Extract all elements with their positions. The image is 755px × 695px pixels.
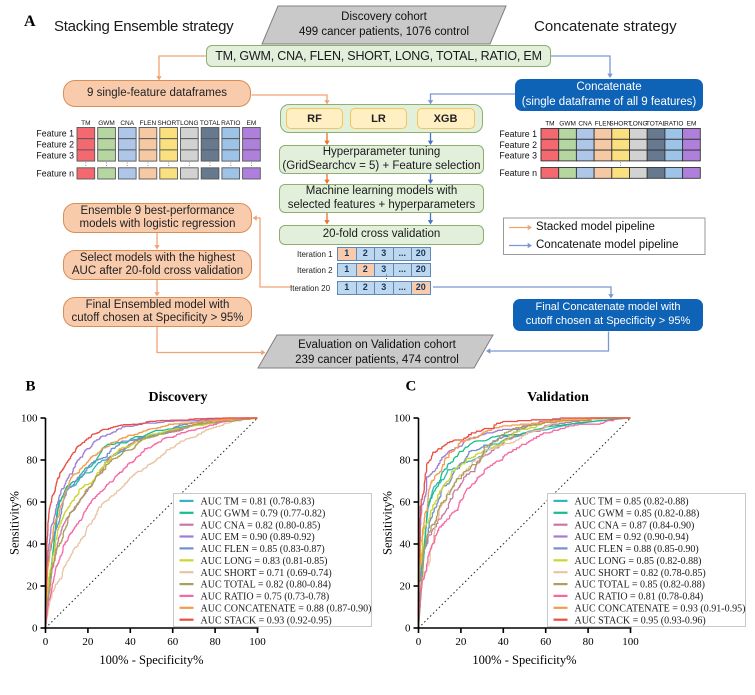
svg-text:0: 0 [405, 623, 411, 635]
svg-text:40: 40 [27, 539, 39, 551]
svg-text:0: 0 [32, 623, 38, 635]
svg-text:CNA: CNA [578, 121, 592, 128]
svg-text:AUC STACK = 0.95 (0.93-0.96): AUC STACK = 0.95 (0.93-0.96) [575, 615, 706, 626]
svg-text:AUC TOTAL = 0.82 (0.80-0.84): AUC TOTAL = 0.82 (0.80-0.84) [201, 580, 331, 591]
svg-text:60: 60 [167, 636, 179, 648]
svg-text:40: 40 [125, 636, 137, 648]
svg-text:AUC CONCATENATE = 0.93 (0.91-0: AUC CONCATENATE = 0.93 (0.91-0.95) [575, 603, 746, 614]
svg-text:AUC GWM = 0.79 (0.77-0.82): AUC GWM = 0.79 (0.77-0.82) [201, 508, 326, 519]
svg-text:100% - Specificity%: 100% - Specificity% [472, 653, 576, 667]
svg-text:Feature 2: Feature 2 [36, 140, 74, 150]
svg-text:AUC LONG = 0.85 (0.82-0.88): AUC LONG = 0.85 (0.82-0.88) [575, 556, 702, 567]
svg-text:AUC GWM = 0.85 (0.82-0.88): AUC GWM = 0.85 (0.82-0.88) [575, 508, 700, 519]
svg-text:40: 40 [400, 539, 412, 551]
svg-text:60: 60 [540, 636, 552, 648]
svg-text:C: C [406, 379, 417, 395]
svg-text:AUC FLEN = 0.88 (0.85-0.90): AUC FLEN = 0.88 (0.85-0.90) [575, 544, 699, 555]
svg-text:0: 0 [43, 636, 49, 648]
svg-text:TM: TM [545, 121, 554, 128]
svg-text:AUC RATIO = 0.75 (0.73-0.78): AUC RATIO = 0.75 (0.73-0.78) [201, 592, 330, 603]
svg-text:GWM: GWM [559, 121, 576, 128]
svg-text:AUC EM = 0.92 (0.90-0.94): AUC EM = 0.92 (0.90-0.94) [575, 532, 689, 543]
svg-text:FLEN: FLEN [595, 121, 612, 128]
svg-text:40: 40 [498, 636, 510, 648]
svg-text:100: 100 [21, 413, 38, 425]
svg-text:60: 60 [400, 497, 412, 509]
svg-text:RATIO: RATIO [221, 120, 240, 127]
svg-text:80: 80 [210, 636, 222, 648]
svg-text:AUC STACK = 0.93 (0.92-0.95): AUC STACK = 0.93 (0.92-0.95) [201, 615, 332, 626]
svg-text:AUC CNA = 0.87 (0.84-0.90): AUC CNA = 0.87 (0.84-0.90) [575, 520, 695, 531]
svg-text:LONG: LONG [629, 121, 647, 128]
svg-text:TOTAL: TOTAL [200, 120, 221, 127]
svg-text:AUC SHORT = 0.71 (0.69-0.74): AUC SHORT = 0.71 (0.69-0.74) [201, 568, 332, 579]
svg-text:Feature 3: Feature 3 [499, 151, 537, 161]
svg-text:Discovery: Discovery [148, 390, 207, 405]
svg-text:20: 20 [82, 636, 94, 648]
svg-text:Feature 3: Feature 3 [36, 151, 74, 161]
svg-text:Sensitivity%: Sensitivity% [381, 491, 395, 555]
svg-text:EM: EM [247, 120, 257, 127]
svg-text:100% - Specificity%: 100% - Specificity% [99, 653, 203, 667]
svg-text:60: 60 [27, 497, 39, 509]
svg-text:100: 100 [394, 413, 411, 425]
svg-text:AUC SHORT = 0.82 (0.78-0.85): AUC SHORT = 0.82 (0.78-0.85) [575, 568, 706, 579]
svg-text:GWM: GWM [98, 120, 115, 127]
svg-text:Feature n: Feature n [499, 168, 537, 178]
svg-text:RATIO: RATIO [664, 121, 683, 128]
svg-text:Validation: Validation [527, 390, 589, 405]
svg-text:AUC EM = 0.90 (0.89-0.92): AUC EM = 0.90 (0.89-0.92) [201, 532, 315, 543]
svg-text:AUC TM = 0.81 (0.78-0.83): AUC TM = 0.81 (0.78-0.83) [201, 497, 315, 508]
svg-text:AUC CONCATENATE = 0.88 (0.87-0: AUC CONCATENATE = 0.88 (0.87-0.90) [201, 603, 372, 614]
svg-text:SHORT: SHORT [609, 121, 632, 128]
svg-text:EM: EM [687, 121, 697, 128]
svg-text:Feature 1: Feature 1 [499, 129, 537, 139]
svg-text:Sensitivity%: Sensitivity% [8, 491, 22, 555]
svg-text:80: 80 [400, 455, 412, 467]
svg-text:Feature 2: Feature 2 [499, 140, 537, 150]
svg-text:20: 20 [400, 581, 412, 593]
svg-text:Feature n: Feature n [36, 169, 74, 179]
svg-text:CNA: CNA [120, 120, 134, 127]
svg-text:80: 80 [583, 636, 595, 648]
svg-text:20: 20 [27, 581, 39, 593]
svg-text:0: 0 [416, 636, 422, 648]
svg-text:AUC FLEN = 0.85 (0.83-0.87): AUC FLEN = 0.85 (0.83-0.87) [201, 544, 325, 555]
svg-text:AUC TM = 0.85 (0.82-0.88): AUC TM = 0.85 (0.82-0.88) [575, 497, 689, 508]
svg-text:AUC LONG = 0.83 (0.81-0.85): AUC LONG = 0.83 (0.81-0.85) [201, 556, 328, 567]
svg-text:TM: TM [81, 120, 90, 127]
svg-text:B: B [26, 379, 36, 395]
svg-text:100: 100 [622, 636, 639, 648]
svg-text:AUC RATIO = 0.81 (0.78-0.84): AUC RATIO = 0.81 (0.78-0.84) [575, 592, 704, 603]
svg-text:100: 100 [249, 636, 266, 648]
svg-text:LONG: LONG [180, 120, 198, 127]
svg-text:80: 80 [27, 455, 39, 467]
svg-text:20: 20 [455, 636, 467, 648]
svg-text:SHORT: SHORT [157, 120, 180, 127]
svg-text:FLEN: FLEN [140, 120, 157, 127]
svg-text:AUC TOTAL = 0.85 (0.82-0.88): AUC TOTAL = 0.85 (0.82-0.88) [575, 580, 705, 591]
svg-text:Feature 1: Feature 1 [36, 128, 74, 138]
svg-text:AUC CNA = 0.82 (0.80-0.85): AUC CNA = 0.82 (0.80-0.85) [201, 520, 321, 531]
svg-text:TOTAL: TOTAL [646, 121, 667, 128]
